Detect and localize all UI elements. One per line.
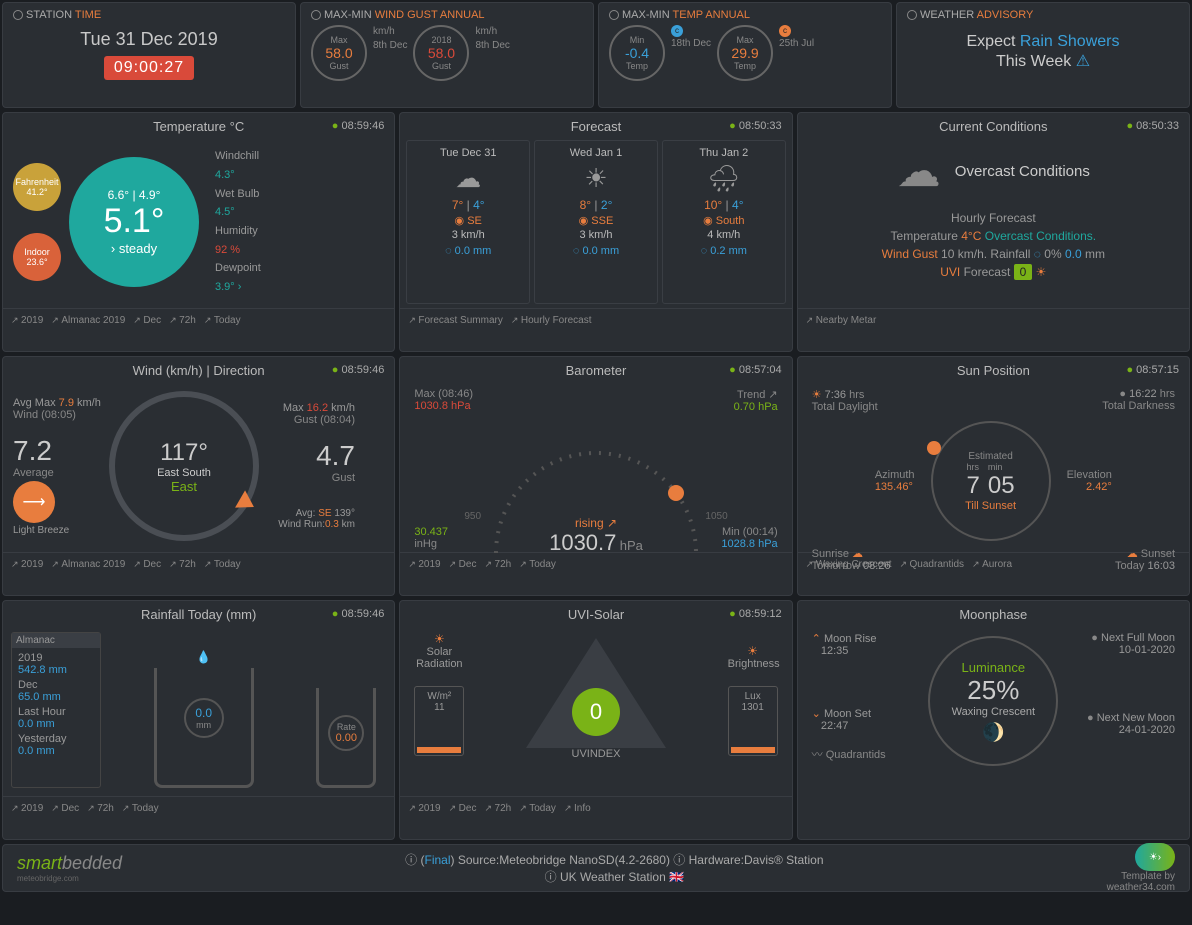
uvi-badge: 0: [1014, 264, 1033, 280]
link-info[interactable]: Info: [564, 803, 591, 814]
sun-icon: ☀: [414, 632, 464, 646]
timestamp: 08:59:46: [332, 364, 385, 376]
forecast-day: Thu Jan 2🌧10° | 4°◉ South4 km/h◌ 0.2 mm: [662, 140, 786, 304]
barometer-panel: Barometer08:57:04 Max (08:46)1030.8 hPaT…: [399, 356, 792, 596]
temperature-panel: Temperature °C08:59:46 Fahrenheit41.2° I…: [2, 112, 395, 352]
brand-logo: smartbedded: [17, 853, 122, 874]
uvi-triangle: 0: [526, 638, 666, 748]
breeze-icon: ⟶: [13, 481, 55, 523]
station-date: Tue 31 Dec 2019: [13, 29, 285, 50]
timestamp: 08:50:33: [1126, 120, 1179, 132]
wind-panel: Wind (km/h) | Direction08:59:46 Avg Max …: [2, 356, 395, 596]
timestamp: 08:50:33: [729, 120, 782, 132]
indoor-badge: Indoor23.6°: [13, 233, 61, 281]
link-today[interactable]: Today: [204, 559, 241, 570]
temperature-links: 2019 Almanac 2019 Dec 72h Today: [3, 308, 394, 332]
link-2019[interactable]: 2019: [408, 803, 440, 814]
link-dec[interactable]: Dec: [51, 803, 79, 814]
info-icon: [907, 10, 917, 20]
brightness-meter: Lux1301: [728, 686, 778, 756]
clock-icon: [13, 10, 23, 20]
link-nearby-metar[interactable]: Nearby Metar: [806, 315, 877, 326]
rain-rate-gauge: Rate0.00: [316, 688, 376, 788]
wind-gust-annual-panel: MAX-MIN WIND GUST ANNUAL Max58.0Gust km/…: [300, 2, 594, 108]
station-time-badge: 09:00:27: [104, 56, 194, 80]
temp-gauge: 6.6° | 4.9° 5.1° › steady: [69, 157, 199, 287]
link-72h[interactable]: 72h: [169, 315, 196, 326]
sun-marker-icon: [927, 441, 941, 455]
clock-icon: [311, 10, 321, 20]
timestamp: 08:57:15: [1126, 364, 1179, 376]
weather-advisory-panel: WEATHER ADVISORY Expect Rain Showers Thi…: [896, 2, 1190, 108]
link-2019[interactable]: 2019: [11, 803, 43, 814]
moonrise-icon: ⌃: [812, 633, 821, 645]
station-accent: TIME: [75, 9, 101, 21]
link-today[interactable]: Today: [204, 315, 241, 326]
rain-almanac: Almanac 2019542.8 mmDec65.0 mmLast Hour0…: [11, 632, 101, 788]
moon-icon: 🌒: [982, 722, 1004, 743]
alert-icon: ⚠: [1076, 53, 1090, 70]
raindrop-icon: 💧: [196, 650, 211, 664]
footer: smartbedded meteobridge.com ⓘ (Final) So…: [2, 844, 1190, 892]
forecast-links: Forecast Summary Hourly Forecast: [400, 308, 791, 332]
uvi-links: 2019 Dec 72h Today Info: [400, 796, 791, 820]
timestamp: 08:57:04: [729, 364, 782, 376]
wind-gauge: 117° East South East: [109, 391, 259, 541]
station-time-panel: STATION TIME Tue 31 Dec 2019 09:00:27: [2, 2, 296, 108]
link-dec[interactable]: Dec: [133, 559, 161, 570]
sun-panel: Sun Position08:57:15 ☀ 7:36 hrsTotal Day…: [797, 356, 1190, 596]
link-hourly-forecast[interactable]: Hourly Forecast: [511, 315, 592, 326]
timestamp: 08:59:12: [729, 608, 782, 620]
temp-stats: Windchill4.3°Wet Bulb4.5°Humidity92 %Dew…: [215, 147, 261, 297]
link-2019[interactable]: 2019: [11, 559, 43, 570]
moonset-icon: ⌄: [812, 708, 821, 720]
link-forecast-summary[interactable]: Forecast Summary: [408, 315, 503, 326]
forecast-day: Wed Jan 1☀8° | 2°◉ SSE3 km/h◌ 0.0 mm: [534, 140, 658, 304]
wind-links: 2019 Almanac 2019 Dec 72h Today: [3, 552, 394, 576]
solar-meter: W/m²11: [414, 686, 464, 756]
moon-gauge: Luminance 25% Waxing Crescent 🌒: [928, 636, 1058, 766]
gust-max-gauge: Max58.0Gust: [311, 25, 367, 81]
rainfall-panel: Rainfall Today (mm)08:59:46 Almanac 2019…: [2, 600, 395, 840]
celsius-icon: c: [671, 25, 683, 37]
celsius-icon: c: [779, 25, 791, 37]
link-almanac-2019[interactable]: Almanac 2019: [51, 315, 125, 326]
link-72h[interactable]: 72h: [169, 559, 196, 570]
link-dec[interactable]: Dec: [449, 803, 477, 814]
conditions-links: Nearby Metar: [798, 308, 1189, 332]
temp-max-gauge: Max29.9Temp: [717, 25, 773, 81]
moonphase-panel: Moonphase ⌃ Moon Rise 12:35 ⌄ Moon Set 2…: [797, 600, 1190, 840]
link-72h[interactable]: 72h: [87, 803, 114, 814]
link-2019[interactable]: 2019: [11, 315, 43, 326]
temp-min-gauge: Min-0.4Temp: [609, 25, 665, 81]
weather34-logo: ☀›: [1135, 843, 1175, 871]
link-dec[interactable]: Dec: [133, 315, 161, 326]
wind-arrow-icon: [235, 490, 259, 515]
rain-links: 2019 Dec 72h Today: [3, 796, 394, 820]
rain-gauge: 💧 0.0mm: [154, 668, 254, 788]
link-today[interactable]: Today: [122, 803, 159, 814]
gust-2018-gauge: 201858.0Gust: [413, 25, 469, 81]
sun-gauge: Estimated hrs7min05 Till Sunset: [931, 421, 1051, 541]
uvi-value-badge: 0: [572, 688, 620, 736]
link-72h[interactable]: 72h: [484, 803, 511, 814]
sun-icon: ☀: [728, 644, 778, 658]
link-today[interactable]: Today: [519, 803, 556, 814]
weather-icon: ☁: [897, 146, 941, 197]
uvi-panel: UVI-Solar08:59:12 ☀ Solar Radiation W/m²…: [399, 600, 792, 840]
station-label: STATION: [26, 9, 72, 21]
timestamp: 08:59:46: [332, 120, 385, 132]
conditions-panel: Current Conditions08:50:33 ☁Overcast Con…: [797, 112, 1190, 352]
link-almanac-2019[interactable]: Almanac 2019: [51, 559, 125, 570]
fahrenheit-badge: Fahrenheit41.2°: [13, 163, 61, 211]
clock-icon: [609, 10, 619, 20]
temp-annual-panel: MAX-MIN TEMP ANNUAL Min-0.4Temp c18th De…: [598, 2, 892, 108]
timestamp: 08:59:46: [332, 608, 385, 620]
forecast-panel: Forecast08:50:33 Tue Dec 31☁7° | 4°◉ SE3…: [399, 112, 792, 352]
forecast-day: Tue Dec 31☁7° | 4°◉ SE3 km/h◌ 0.0 mm: [406, 140, 530, 304]
